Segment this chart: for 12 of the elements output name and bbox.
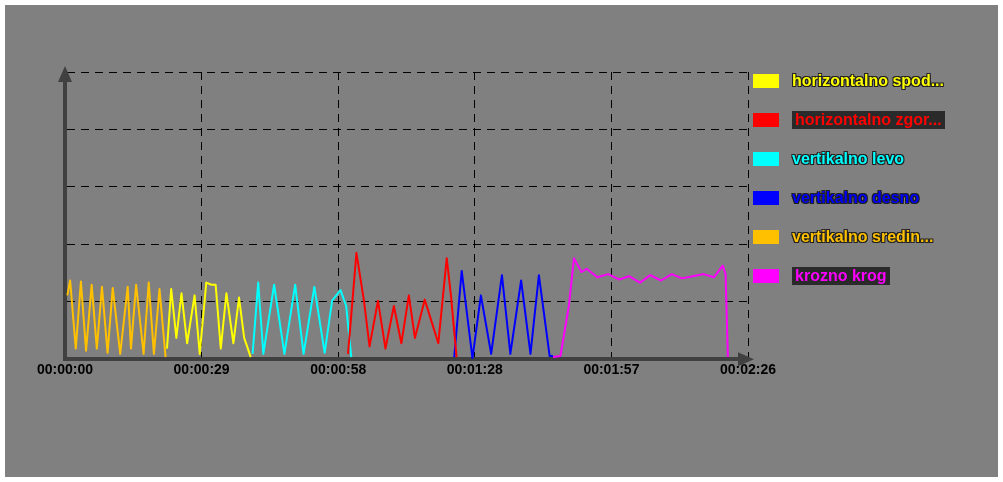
legend-label: krozno krog [792, 267, 890, 285]
legend-label: horizontalno spod... [792, 72, 944, 90]
legend-label: vertikalno levo [792, 150, 905, 168]
legend-label: horizontalno zgor... [792, 111, 945, 129]
x-tick-label: 00:00:58 [310, 361, 367, 378]
x-tick-label: 00:01:57 [583, 361, 640, 378]
legend-label: vertikalno sredin... [792, 228, 934, 246]
x-tick-label: 00:00:29 [173, 361, 230, 378]
x-tick-label: 00:02:26 [719, 361, 777, 378]
x-tick-label: 00:00:00 [36, 361, 94, 378]
x-tick-label: 00:01:28 [446, 361, 504, 378]
legend-label: vertikalno desno [792, 189, 920, 207]
